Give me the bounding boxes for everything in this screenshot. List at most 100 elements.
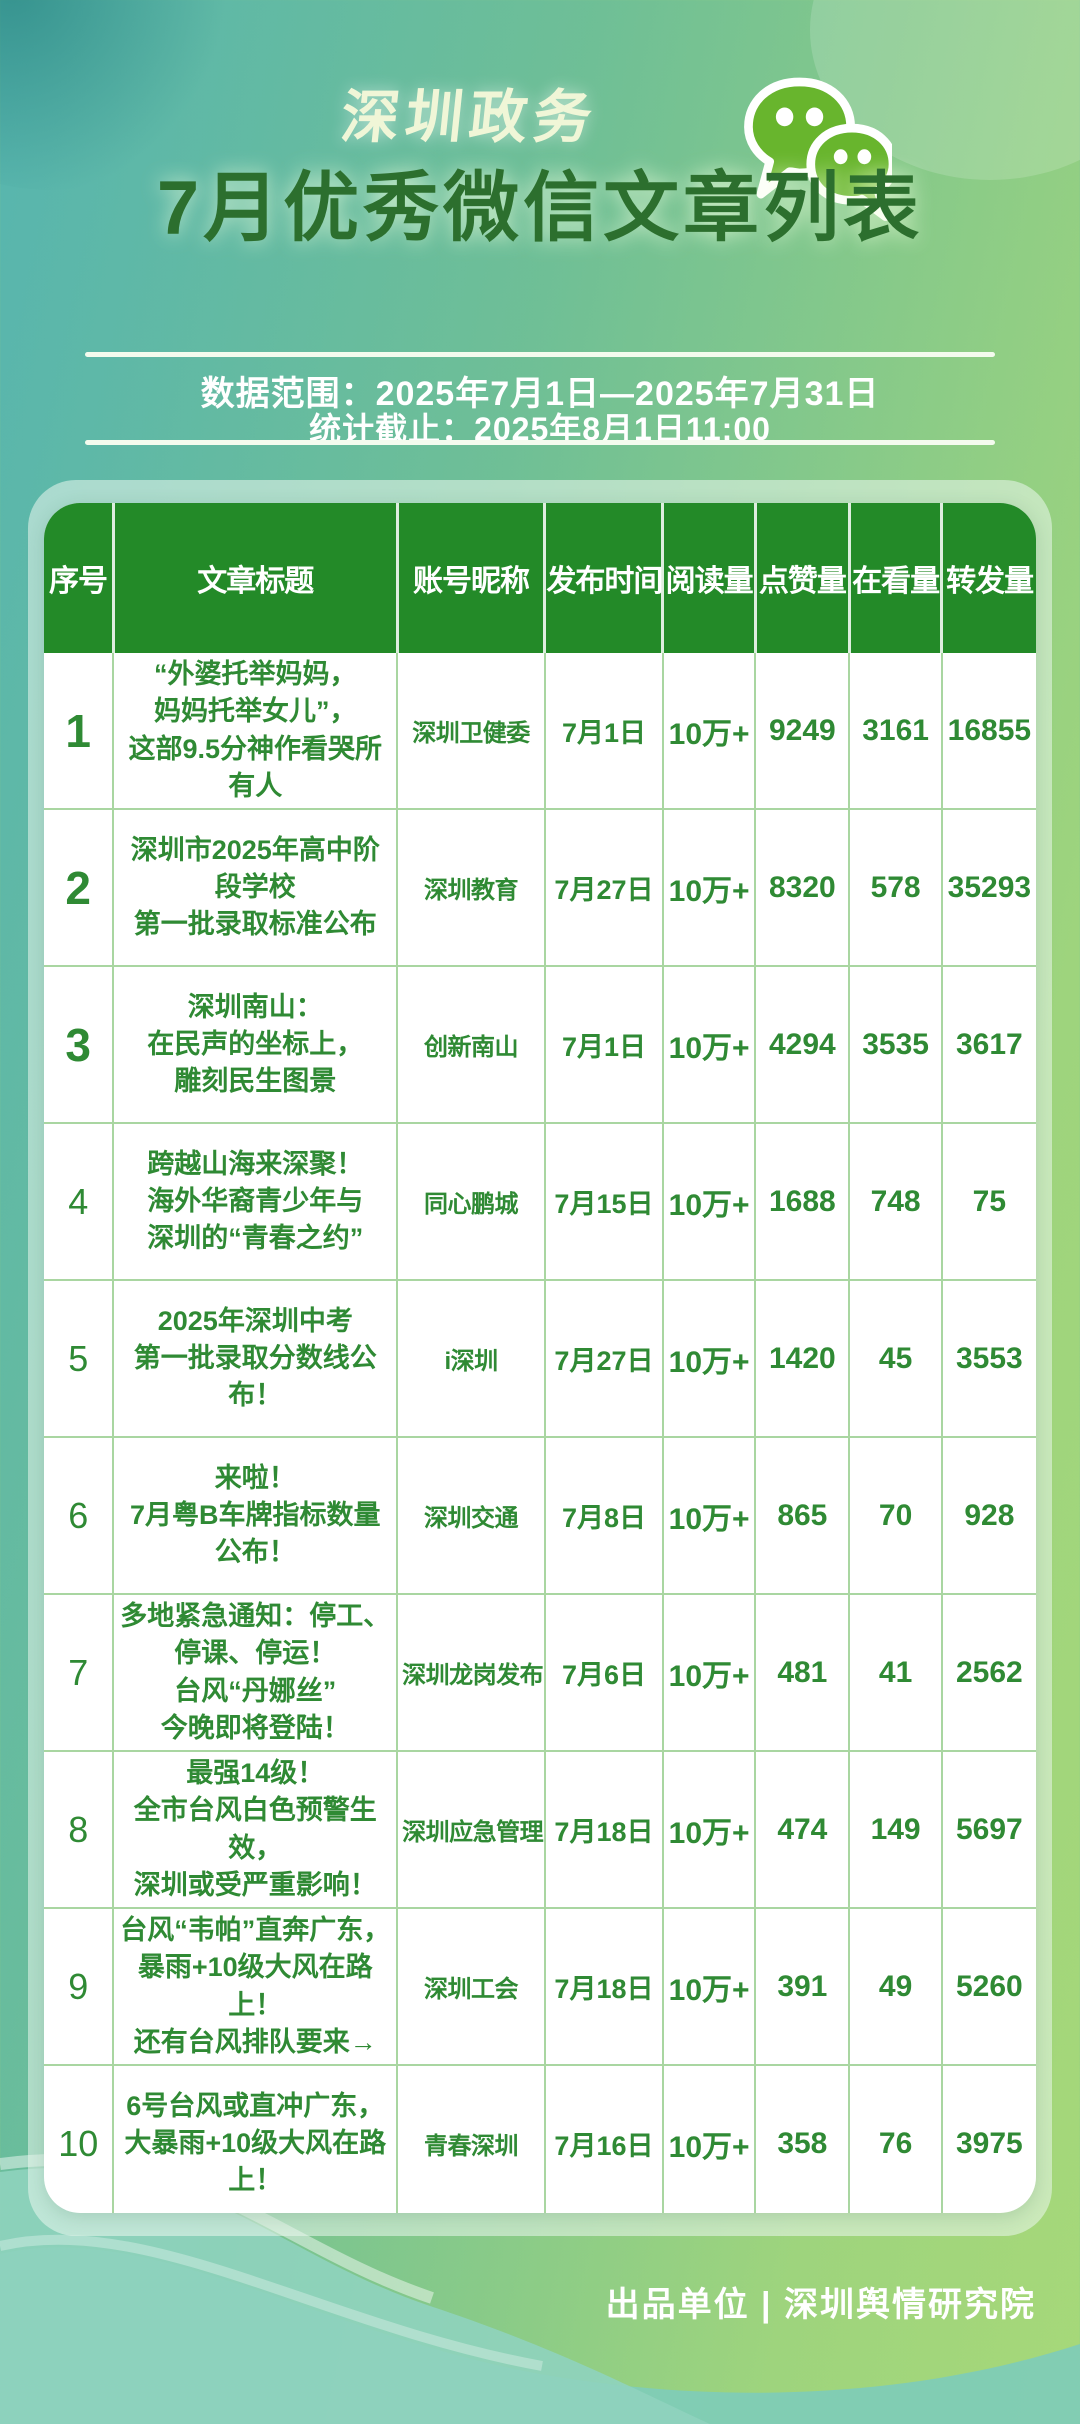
cell-share-count: 3617 <box>941 965 1036 1123</box>
cell-article-title: 跨越山海来深聚！ 海外华裔青少年与 深圳的“青春之约” <box>113 1122 399 1280</box>
cell-wow-count: 3535 <box>849 965 943 1123</box>
cell-read-count: 10万+ <box>662 1750 757 1908</box>
cell-article-title: 来啦！ 7月粤B车牌指标数量公布！ <box>113 1436 399 1594</box>
cell-like-count: 481 <box>755 1593 851 1751</box>
cell-rank: 9 <box>44 1907 115 2065</box>
cell-article-title: 6号台风或直冲广东， 大暴雨+10级大风在路上！ <box>113 2064 399 2213</box>
cell-like-count: 474 <box>755 1750 851 1908</box>
cell-read-count: 10万+ <box>662 653 757 809</box>
cell-share-count: 928 <box>941 1436 1036 1594</box>
wechat-icon <box>744 77 892 221</box>
cell-rank: 7 <box>44 1593 115 1751</box>
table-card: 序号 文章标题 账号昵称 发布时间 阅读量 点赞量 在看量 转发量 1 “外婆托举妈妈， 妈妈… <box>28 480 1052 2236</box>
cell-account-name: i深圳 <box>397 1279 546 1437</box>
cell-publish-date: 7月1日 <box>544 653 664 809</box>
cell-share-count: 3553 <box>941 1279 1036 1437</box>
cell-account-name: 同心鹏城 <box>397 1122 546 1280</box>
cell-share-count: 75 <box>941 1122 1036 1280</box>
cell-share-count: 5260 <box>941 1907 1036 2065</box>
cell-publish-date: 7月1日 <box>544 965 664 1123</box>
cell-account-name: 深圳工会 <box>397 1907 546 2065</box>
column-header-6: 在看量 <box>849 503 944 653</box>
articles-table-grid: 序号 文章标题 账号昵称 发布时间 阅读量 点赞量 在看量 转发量 1 “外婆托举妈妈， 妈妈… <box>44 503 1036 2213</box>
cell-read-count: 10万+ <box>662 2064 757 2213</box>
table-row: 3 深圳南山： 在民声的坐标上， 雕刻民生图景 创新南山 7月1日 10万+ 4… <box>44 965 1036 1123</box>
cell-share-count: 5697 <box>941 1750 1036 1908</box>
cell-like-count: 4294 <box>755 965 851 1123</box>
cell-read-count: 10万+ <box>662 1907 757 2065</box>
cell-read-count: 10万+ <box>662 1122 757 1280</box>
cell-account-name: 青春深圳 <box>397 2064 546 2213</box>
column-header-3: 发布时间 <box>544 503 665 653</box>
cell-like-count: 1420 <box>755 1279 851 1437</box>
cell-wow-count: 578 <box>849 808 943 966</box>
table-body: 1 “外婆托举妈妈， 妈妈托举女儿”， 这部9.5分神作看哭所有人 深圳卫健委 … <box>44 653 1036 2213</box>
cell-read-count: 10万+ <box>662 1436 757 1594</box>
cell-read-count: 10万+ <box>662 808 757 966</box>
cell-rank: 2 <box>44 808 115 966</box>
cell-like-count: 358 <box>755 2064 851 2213</box>
column-header-7: 转发量 <box>941 503 1036 653</box>
cell-article-title: 最强14级！ 全市台风白色预警生效， 深圳或受严重影响！ <box>113 1750 399 1908</box>
cell-rank: 8 <box>44 1750 115 1908</box>
cell-rank: 6 <box>44 1436 115 1594</box>
cell-account-name: 深圳教育 <box>397 808 546 966</box>
cell-share-count: 2562 <box>941 1593 1036 1751</box>
cell-like-count: 1688 <box>755 1122 851 1280</box>
cell-rank: 3 <box>44 965 115 1123</box>
cell-article-title: 台风“韦帕”直奔广东， 暴雨+10级大风在路上！ 还有台风排队要来→ <box>113 1907 399 2065</box>
brand-row: 深圳政务 <box>0 70 1080 154</box>
brand-title: 深圳政务 <box>337 85 601 150</box>
cell-rank: 10 <box>44 2064 115 2213</box>
cell-share-count: 16855 <box>947 713 1032 747</box>
cell-article-title: 深圳南山： 在民声的坐标上， 雕刻民生图景 <box>113 965 399 1123</box>
cell-like-count: 865 <box>755 1436 851 1594</box>
cell-account-name: 创新南山 <box>397 965 546 1123</box>
cell-like-count: 391 <box>755 1907 851 2065</box>
cell-read-count: 10万+ <box>662 965 757 1123</box>
divider-top <box>85 352 995 357</box>
cell-rank: 4 <box>44 1122 115 1280</box>
producer-credit: 出品单位 | 深圳舆情研究院 <box>605 2286 1036 2324</box>
cell-like-count: 9249 <box>755 653 851 809</box>
table-row: 9 台风“韦帕”直奔广东， 暴雨+10级大风在路上！ 还有台风排队要来→ 深圳工… <box>44 1907 1036 2065</box>
cell-rank: 5 <box>44 1279 115 1437</box>
cell-publish-date: 7月8日 <box>544 1436 664 1594</box>
cell-account-name: 深圳应急管理 <box>397 1750 546 1908</box>
cell-rank: 1 <box>44 653 115 809</box>
cell-wow-count: 49 <box>849 1907 943 2065</box>
table-row: 6 来啦！ 7月粤B车牌指标数量公布！ 深圳交通 7月8日 10万+ 865 7… <box>44 1436 1036 1594</box>
cell-share-count: 3975 <box>941 2064 1036 2213</box>
table-header-row: 序号 文章标题 账号昵称 发布时间 阅读量 点赞量 在看量 转发量 <box>44 503 1036 653</box>
data-range-text: 数据范围：2025年7月1日—2025年7月31日 <box>200 375 880 413</box>
articles-table: 序号 文章标题 账号昵称 发布时间 阅读量 点赞量 在看量 转发量 1 “外婆托举妈妈， 妈妈… <box>44 503 1036 2213</box>
cell-wow-count: 45 <box>849 1279 943 1437</box>
column-header-1: 文章标题 <box>113 503 399 653</box>
cell-read-count: 10万+ <box>662 1279 757 1437</box>
cell-account-name: 深圳交通 <box>397 1436 546 1594</box>
cell-wow-count: 748 <box>849 1122 943 1280</box>
cell-share-count: 35293 <box>941 808 1036 966</box>
cell-publish-date: 7月6日 <box>544 1593 664 1751</box>
column-header-5: 点赞量 <box>755 503 851 653</box>
cell-article-title: 深圳市2025年高中阶段学校 第一批录取标准公布 <box>113 808 399 966</box>
table-row: 10 6号台风或直冲广东， 大暴雨+10级大风在路上！ 青春深圳 7月16日 1… <box>44 2064 1036 2213</box>
table-row: 4 跨越山海来深聚！ 海外华裔青少年与 深圳的“青春之约” 同心鹏城 7月15日… <box>44 1122 1036 1280</box>
cell-account-name: 深圳龙岗发布 <box>397 1593 546 1751</box>
table-row: 8 最强14级！ 全市台风白色预警生效， 深圳或受严重影响！ 深圳应急管理 7月… <box>44 1750 1036 1908</box>
cell-like-count: 8320 <box>755 808 851 966</box>
table-row: 2 深圳市2025年高中阶段学校 第一批录取标准公布 深圳教育 7月27日 10… <box>44 808 1036 966</box>
table-header: 序号 文章标题 账号昵称 发布时间 阅读量 点赞量 在看量 转发量 <box>44 503 1036 653</box>
column-header-2: 账号昵称 <box>397 503 547 653</box>
cell-account-name: 深圳卫健委 <box>397 653 546 809</box>
cell-publish-date: 7月18日 <box>544 1907 664 2065</box>
cell-wow-count: 149 <box>849 1750 943 1908</box>
cell-read-count: 10万+ <box>662 1593 757 1751</box>
cell-publish-date: 7月27日 <box>544 808 664 966</box>
cell-publish-date: 7月27日 <box>544 1279 664 1437</box>
cell-wow-count: 41 <box>849 1593 943 1751</box>
table-row: 7 多地紧急通知：停工、 停课、停运！ 台风“丹娜丝” 今晚即将登陆！ 深圳龙岗… <box>44 1593 1036 1751</box>
cell-wow-count: 70 <box>849 1436 943 1594</box>
cell-article-title: “外婆托举妈妈， 妈妈托举女儿”， 这部9.5分神作看哭所有人 <box>113 653 399 809</box>
